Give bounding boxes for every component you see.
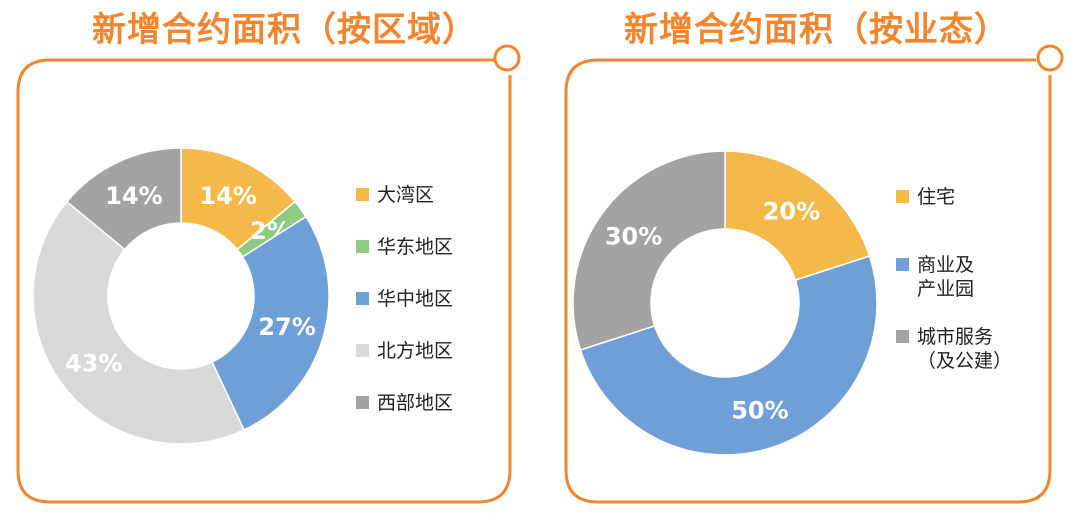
legend-item: 西部地区 [356,391,453,415]
legend-label: 住宅 [917,186,956,208]
legend-label: 大湾区 [377,184,435,206]
chart-title: 新增合约面积（按区域） [92,10,477,50]
donut-slice [65,147,182,251]
slice-value-label: 14% [199,182,256,210]
legend-item: 城市服务 （及公建） [896,325,1012,373]
slice-value-label: 43% [65,350,122,378]
legend-swatch [356,396,369,409]
legend-swatch [896,258,909,271]
region-donut-chart: 14%2%27%43%14% [32,147,330,445]
legend-item: 北方地区 [356,339,453,363]
donut-slice [211,215,330,431]
legend-swatch [896,330,909,343]
donut-slice [724,150,871,282]
legend-swatch [356,344,369,357]
business-donut-chart: 20% 50% 30% [572,150,878,456]
legend-label: 华东地区 [377,236,454,258]
panel-frame [16,44,521,504]
legend-label: 华中地区 [377,288,454,310]
legend-item: 商业及 产业园 [896,253,974,301]
legend-item: 住宅 [896,185,955,209]
donut-slice [579,255,878,456]
slice-value-label: 50% [731,396,788,424]
frame-corner-ring [493,44,521,72]
legend-swatch [896,190,909,203]
legend-swatch [356,240,369,253]
legend-label: 西部地区 [377,392,454,414]
slice-value-label: 14% [105,182,162,210]
donut-slice [572,150,726,351]
legend-item: 华东地区 [356,235,453,259]
legend-swatch [356,188,369,201]
legend-swatch [356,292,369,305]
frame-corner-ring [1036,44,1064,72]
legend-item: 大湾区 [356,183,434,207]
donut-slice [32,200,246,445]
legend-item: 华中地区 [356,287,453,311]
legend-label: 北方地区 [377,340,454,362]
panel-frame [564,44,1064,504]
slice-value-label: 20% [763,198,820,226]
legend-label: 商业及 产业园 [917,254,975,300]
slice-value-label: 27% [258,313,315,341]
legend-label: 城市服务 （及公建） [917,326,1013,372]
region-chart-panel: 新增合约面积（按区域） 14% 2% 27% 43% 14% 大湾区 华东地区 华中地区 北方… [16,10,521,504]
chart-title: 新增合约面积（按业态） [624,10,1009,50]
slice-value-label: 30% [605,223,662,251]
business-chart-panel: 新增合约面积（按业态） 20% 50% 30% 住宅商业及 产业园 城市服务 （及公建… [540,0,1080,519]
